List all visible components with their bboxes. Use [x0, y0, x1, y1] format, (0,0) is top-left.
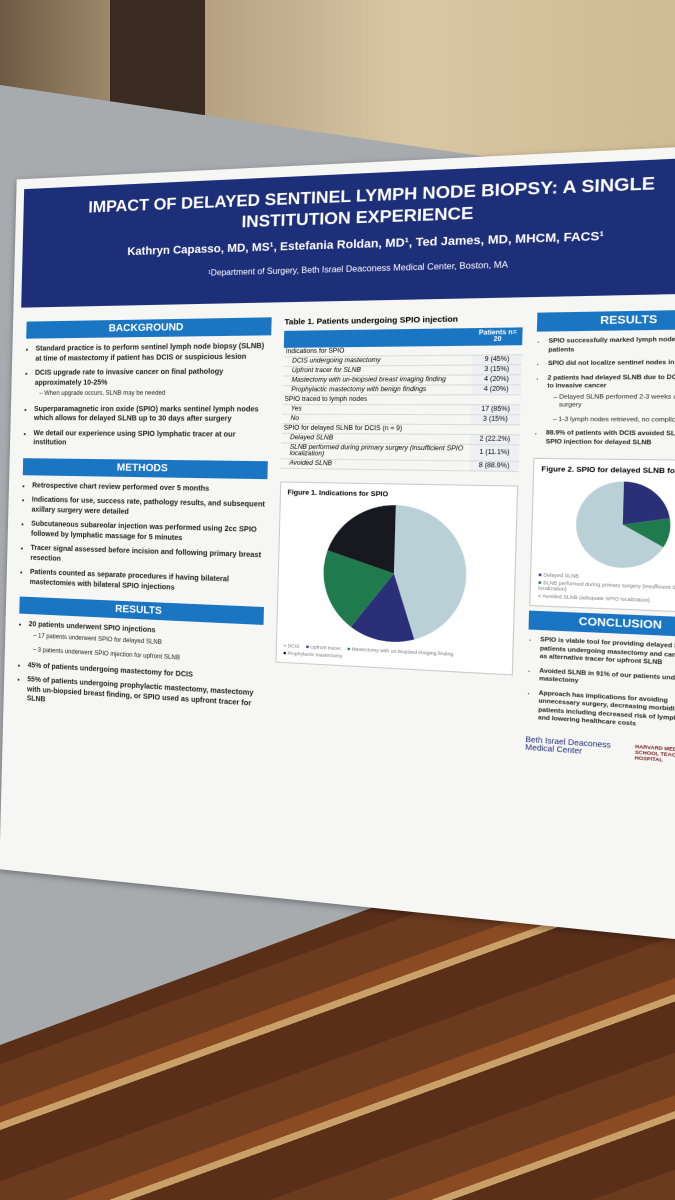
section-heading: METHODS: [22, 457, 268, 479]
figure-title: Figure 1. Indications for SPIO: [287, 489, 389, 499]
table: Patients n= 20 Indications for SPIO DCIS u…: [280, 327, 523, 472]
column: BACKGROUND Standard practice is to perfor…: [13, 313, 272, 883]
bullet: Standard practice is to perform sentinel…: [35, 342, 271, 364]
bullet-list: Standard practice is to perform sentinel…: [23, 342, 271, 450]
bullet: SPIO is viable tool for providing delaye…: [540, 637, 675, 671]
poster: IMPACT OF DELAYED SENTINEL LYMPH NODE BI…: [0, 143, 675, 945]
bullet-text: DCIS upgrade rate to invasive cancer on …: [34, 368, 224, 387]
legend-entry: Prophylactic mastectomy: [283, 650, 342, 659]
header-cell: Patients n= 20: [472, 327, 523, 346]
affiliation: ¹Department of Surgery, Beth Israel Deac…: [207, 259, 509, 278]
figure-title: Figure 2. SPIO for delayed SLNB for DCIS: [541, 465, 675, 476]
row-label: Avoided SLNB: [280, 458, 470, 471]
group-label: SPIO traced to lymph nodes: [282, 394, 521, 405]
legend-entry: DCIS: [283, 643, 300, 649]
row-label: Yes: [282, 404, 472, 415]
bullet: SPIO successfully marked lymph nodes in …: [548, 336, 675, 355]
row-value: 3 (15%): [470, 414, 521, 425]
row-value: 4 (20%): [471, 374, 522, 385]
pie-chart: [574, 480, 671, 570]
bullet: 2 patients had delayed SLNB due to DCIS …: [546, 374, 675, 426]
sub-bullet: Delayed SLNB performed 2-3 weeks after i…: [559, 393, 675, 410]
harvard-logo: HARVARD MEDICAL SCHOOL TEACHING HOSPITAL: [634, 743, 675, 763]
section-heading: CONCLUSION: [528, 610, 675, 638]
bullet-list: SPIO successfully marked lymph nodes in …: [534, 336, 675, 448]
row-value: 17 (85%): [470, 404, 521, 415]
figure: Figure 2. SPIO for delayed SLNB for DCIS…: [529, 457, 675, 614]
bullet-text: We detail our experience using SPIO lymp…: [33, 429, 236, 447]
bullet-text: Patients counted as separate procedures …: [29, 568, 230, 592]
bullet-text: Superparamagnetic iron oxide (SPIO) mark…: [33, 405, 259, 423]
pie-slice: [392, 505, 469, 642]
sub-bullet: When upgrade occurs, SLNB may be needed: [44, 389, 270, 399]
legend-entry: Upfront tracer: [306, 644, 340, 651]
bullet-text: SPIO is viable tool for providing delaye…: [539, 636, 675, 667]
bullet-text: Subcutaneous subareolar injection was pe…: [30, 520, 257, 542]
group-row: SPIO traced to lymph nodes: [282, 394, 521, 405]
logos: Beth Israel Deaconess Medical Center HAR…: [525, 736, 675, 766]
pie-chart: [322, 503, 469, 643]
bidmc-logo: Beth Israel Deaconess Medical Center: [525, 736, 611, 756]
row-value: 1 (11.1%): [469, 444, 520, 462]
row-value: 9 (45%): [472, 354, 522, 366]
poster-header: IMPACT OF DELAYED SENTINEL LYMPH NODE BI…: [21, 155, 675, 308]
row-label: Mastectomy with un-biopsied breast imagi…: [282, 374, 473, 386]
row-label: Prophylactic mastectomy with benign find…: [282, 384, 472, 396]
bullet: DCIS upgrade rate to invasive cancer on …: [34, 367, 270, 399]
bullet: We detail our experience using SPIO lymp…: [33, 429, 269, 450]
bullet: 20 patients underwent SPIO injections17 …: [28, 620, 263, 669]
bullet-text: Tracer signal assessed before incision a…: [30, 544, 262, 563]
legend: DCIS Upfront tracer Mastectomy with un-bio…: [283, 643, 505, 667]
legend: Delayed SLNBSLNB performed during primar…: [538, 572, 675, 605]
bullet: Superparamagnetic iron oxide (SPIO) mark…: [34, 404, 270, 424]
table-row: Avoided SLNB 8 (88.9%): [280, 458, 519, 472]
bullet-list: SPIO is viable tool for providing delaye…: [526, 636, 675, 734]
header-cell: [283, 328, 474, 348]
bullet-text: 2 patients had delayed SLNB due to DCIS …: [547, 373, 675, 390]
bullet-text: Standard practice is to perform sentinel…: [35, 342, 265, 363]
bullet: Tracer signal assessed before incision a…: [30, 544, 265, 571]
bullet-text: Indications for use, success rate, patho…: [31, 496, 266, 516]
section-heading: BACKGROUND: [26, 317, 272, 339]
bullet: Approach has implications for avoiding u…: [538, 690, 675, 734]
bullet-text: Retrospective chart review performed ove…: [32, 481, 210, 493]
table-title: Table 1. Patients undergoing SPIO inject…: [284, 314, 459, 327]
row-value: 8 (88.9%): [469, 460, 519, 472]
legend-entry: Delayed SLNB: [538, 572, 579, 579]
bullet-list: 20 patients underwent SPIO injections17 …: [17, 620, 263, 720]
row-value: 4 (20%): [471, 384, 522, 395]
column: Table 1. Patients undergoing SPIO inject…: [269, 308, 523, 908]
sub-list: When upgrade occurs, SLNB may be needed: [34, 389, 269, 399]
row-value: 2 (22.2%): [470, 434, 520, 445]
row-value: 3 (15%): [472, 364, 522, 375]
bullet: Subcutaneous subareolar injection was pe…: [31, 520, 266, 546]
bullet: Patients counted as separate procedures …: [30, 568, 265, 597]
sub-bullet: 1-3 lymph nodes retrieved, no complicati…: [558, 416, 675, 425]
conclusion: CONCLUSIONSPIO is viable tool for provid…: [526, 610, 675, 735]
bullet-text: SPIO successfully marked lymph nodes in …: [548, 336, 675, 354]
pie-slice: [322, 550, 395, 629]
section-heading: RESULTS: [536, 309, 675, 332]
bullet-text: SPIO did not localize sentinel nodes in …: [547, 359, 675, 368]
bullet: Indications for use, success rate, patho…: [31, 495, 266, 520]
bullet: SPIO did not localize sentinel nodes in …: [548, 359, 675, 369]
bullet-text: Approach has implications for avoiding u…: [537, 689, 675, 728]
bullet: Avoided SLNB in 91% of our patients unde…: [539, 667, 675, 693]
bullet: Retrospective chart review performed ove…: [32, 481, 267, 495]
legend-entry: Mastectomy with un-biopsied imaging find…: [347, 646, 454, 657]
bullet-list: Retrospective chart review performed ove…: [20, 481, 267, 597]
bullet-text: 88.9% of patients with DCIS avoided SLNB…: [545, 429, 675, 447]
pillar: [110, 0, 205, 115]
sub-list: Delayed SLNB performed 2-3 weeks after i…: [546, 393, 675, 425]
columns: BACKGROUND Standard practice is to perfor…: [0, 293, 675, 942]
table-row: Prophylactic mastectomy with benign find…: [282, 384, 522, 396]
figure: Figure 1. Indications for SPIO DCIS Upfron…: [275, 481, 519, 676]
column: RESULTS SPIO successfully marked lymph no…: [521, 305, 675, 929]
legend-entry: Avoided SLNB (adequate SPIO localization…: [538, 593, 650, 603]
bullet: 88.9% of patients with DCIS avoided SLNB…: [546, 430, 675, 448]
bullet-text: Avoided SLNB in 91% of our patients unde…: [538, 667, 675, 685]
